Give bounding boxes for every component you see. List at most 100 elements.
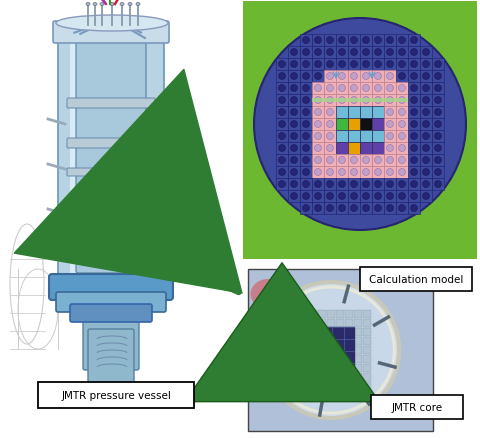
Bar — [300, 191, 312, 202]
Bar — [336, 310, 344, 318]
Bar — [309, 346, 317, 354]
Bar — [384, 143, 396, 154]
Bar — [372, 83, 384, 95]
Bar — [345, 382, 353, 390]
Bar — [432, 107, 444, 118]
Circle shape — [374, 73, 382, 80]
Bar — [312, 47, 324, 59]
Bar — [384, 131, 396, 142]
Circle shape — [326, 169, 334, 176]
Bar — [432, 155, 444, 166]
Bar — [248, 269, 433, 431]
Ellipse shape — [120, 4, 124, 7]
Bar — [384, 83, 396, 95]
Bar — [345, 355, 353, 363]
Bar — [408, 83, 420, 95]
Bar — [300, 337, 308, 345]
Bar — [408, 131, 420, 142]
Circle shape — [374, 169, 382, 176]
Bar — [300, 47, 312, 59]
Circle shape — [434, 133, 442, 140]
Bar — [276, 119, 288, 131]
Bar — [432, 95, 444, 106]
Circle shape — [338, 169, 346, 176]
Circle shape — [374, 37, 382, 44]
Bar — [432, 119, 444, 131]
Bar — [360, 179, 372, 190]
Circle shape — [398, 169, 406, 176]
Bar — [408, 191, 420, 202]
Bar — [288, 119, 300, 131]
Circle shape — [326, 121, 334, 128]
Bar — [372, 71, 384, 82]
Bar — [336, 119, 348, 131]
Bar — [336, 328, 344, 336]
Bar — [363, 382, 371, 390]
Bar — [291, 319, 299, 327]
Bar — [363, 319, 371, 327]
Circle shape — [278, 133, 286, 140]
Bar — [348, 119, 360, 131]
Bar — [432, 83, 444, 95]
Circle shape — [302, 109, 310, 116]
Bar — [348, 71, 360, 82]
Bar — [396, 191, 408, 202]
Circle shape — [350, 85, 358, 92]
Circle shape — [374, 61, 382, 68]
Bar — [354, 373, 362, 381]
Circle shape — [290, 181, 298, 188]
Bar — [360, 191, 372, 202]
Bar — [324, 47, 336, 59]
Circle shape — [350, 61, 358, 68]
Circle shape — [338, 157, 346, 164]
Bar — [384, 191, 396, 202]
Bar — [396, 143, 408, 154]
Bar — [336, 355, 344, 363]
Circle shape — [422, 97, 430, 104]
Circle shape — [434, 169, 442, 176]
Circle shape — [302, 193, 310, 200]
Bar — [300, 119, 312, 131]
Circle shape — [398, 145, 406, 152]
Bar — [384, 47, 396, 59]
Bar — [312, 203, 324, 214]
Circle shape — [362, 61, 370, 68]
Bar — [396, 155, 408, 166]
Bar — [345, 310, 353, 318]
Circle shape — [422, 181, 430, 188]
Circle shape — [350, 205, 358, 212]
FancyBboxPatch shape — [38, 382, 194, 408]
Circle shape — [362, 181, 370, 188]
Bar — [291, 328, 299, 336]
Circle shape — [410, 37, 418, 44]
Bar — [324, 203, 336, 214]
Bar — [336, 59, 348, 71]
Circle shape — [398, 205, 406, 212]
Bar — [300, 319, 308, 327]
FancyBboxPatch shape — [76, 40, 146, 273]
Circle shape — [254, 19, 466, 230]
Bar — [348, 203, 360, 214]
Bar — [276, 83, 288, 95]
Bar — [408, 59, 420, 71]
Bar — [408, 47, 420, 59]
Bar — [318, 346, 326, 354]
Ellipse shape — [110, 4, 114, 7]
Circle shape — [386, 181, 394, 188]
Bar — [348, 131, 360, 142]
Bar — [408, 95, 420, 106]
Circle shape — [434, 157, 442, 164]
Circle shape — [434, 109, 442, 116]
Bar — [336, 319, 344, 327]
Bar — [336, 191, 348, 202]
Bar — [300, 203, 312, 214]
Bar — [318, 364, 326, 372]
Bar — [288, 71, 300, 82]
Bar — [348, 143, 360, 154]
Bar — [420, 47, 432, 59]
FancyBboxPatch shape — [70, 33, 104, 284]
Circle shape — [362, 97, 370, 104]
Ellipse shape — [128, 4, 132, 7]
Circle shape — [422, 73, 430, 80]
Bar — [327, 364, 335, 372]
